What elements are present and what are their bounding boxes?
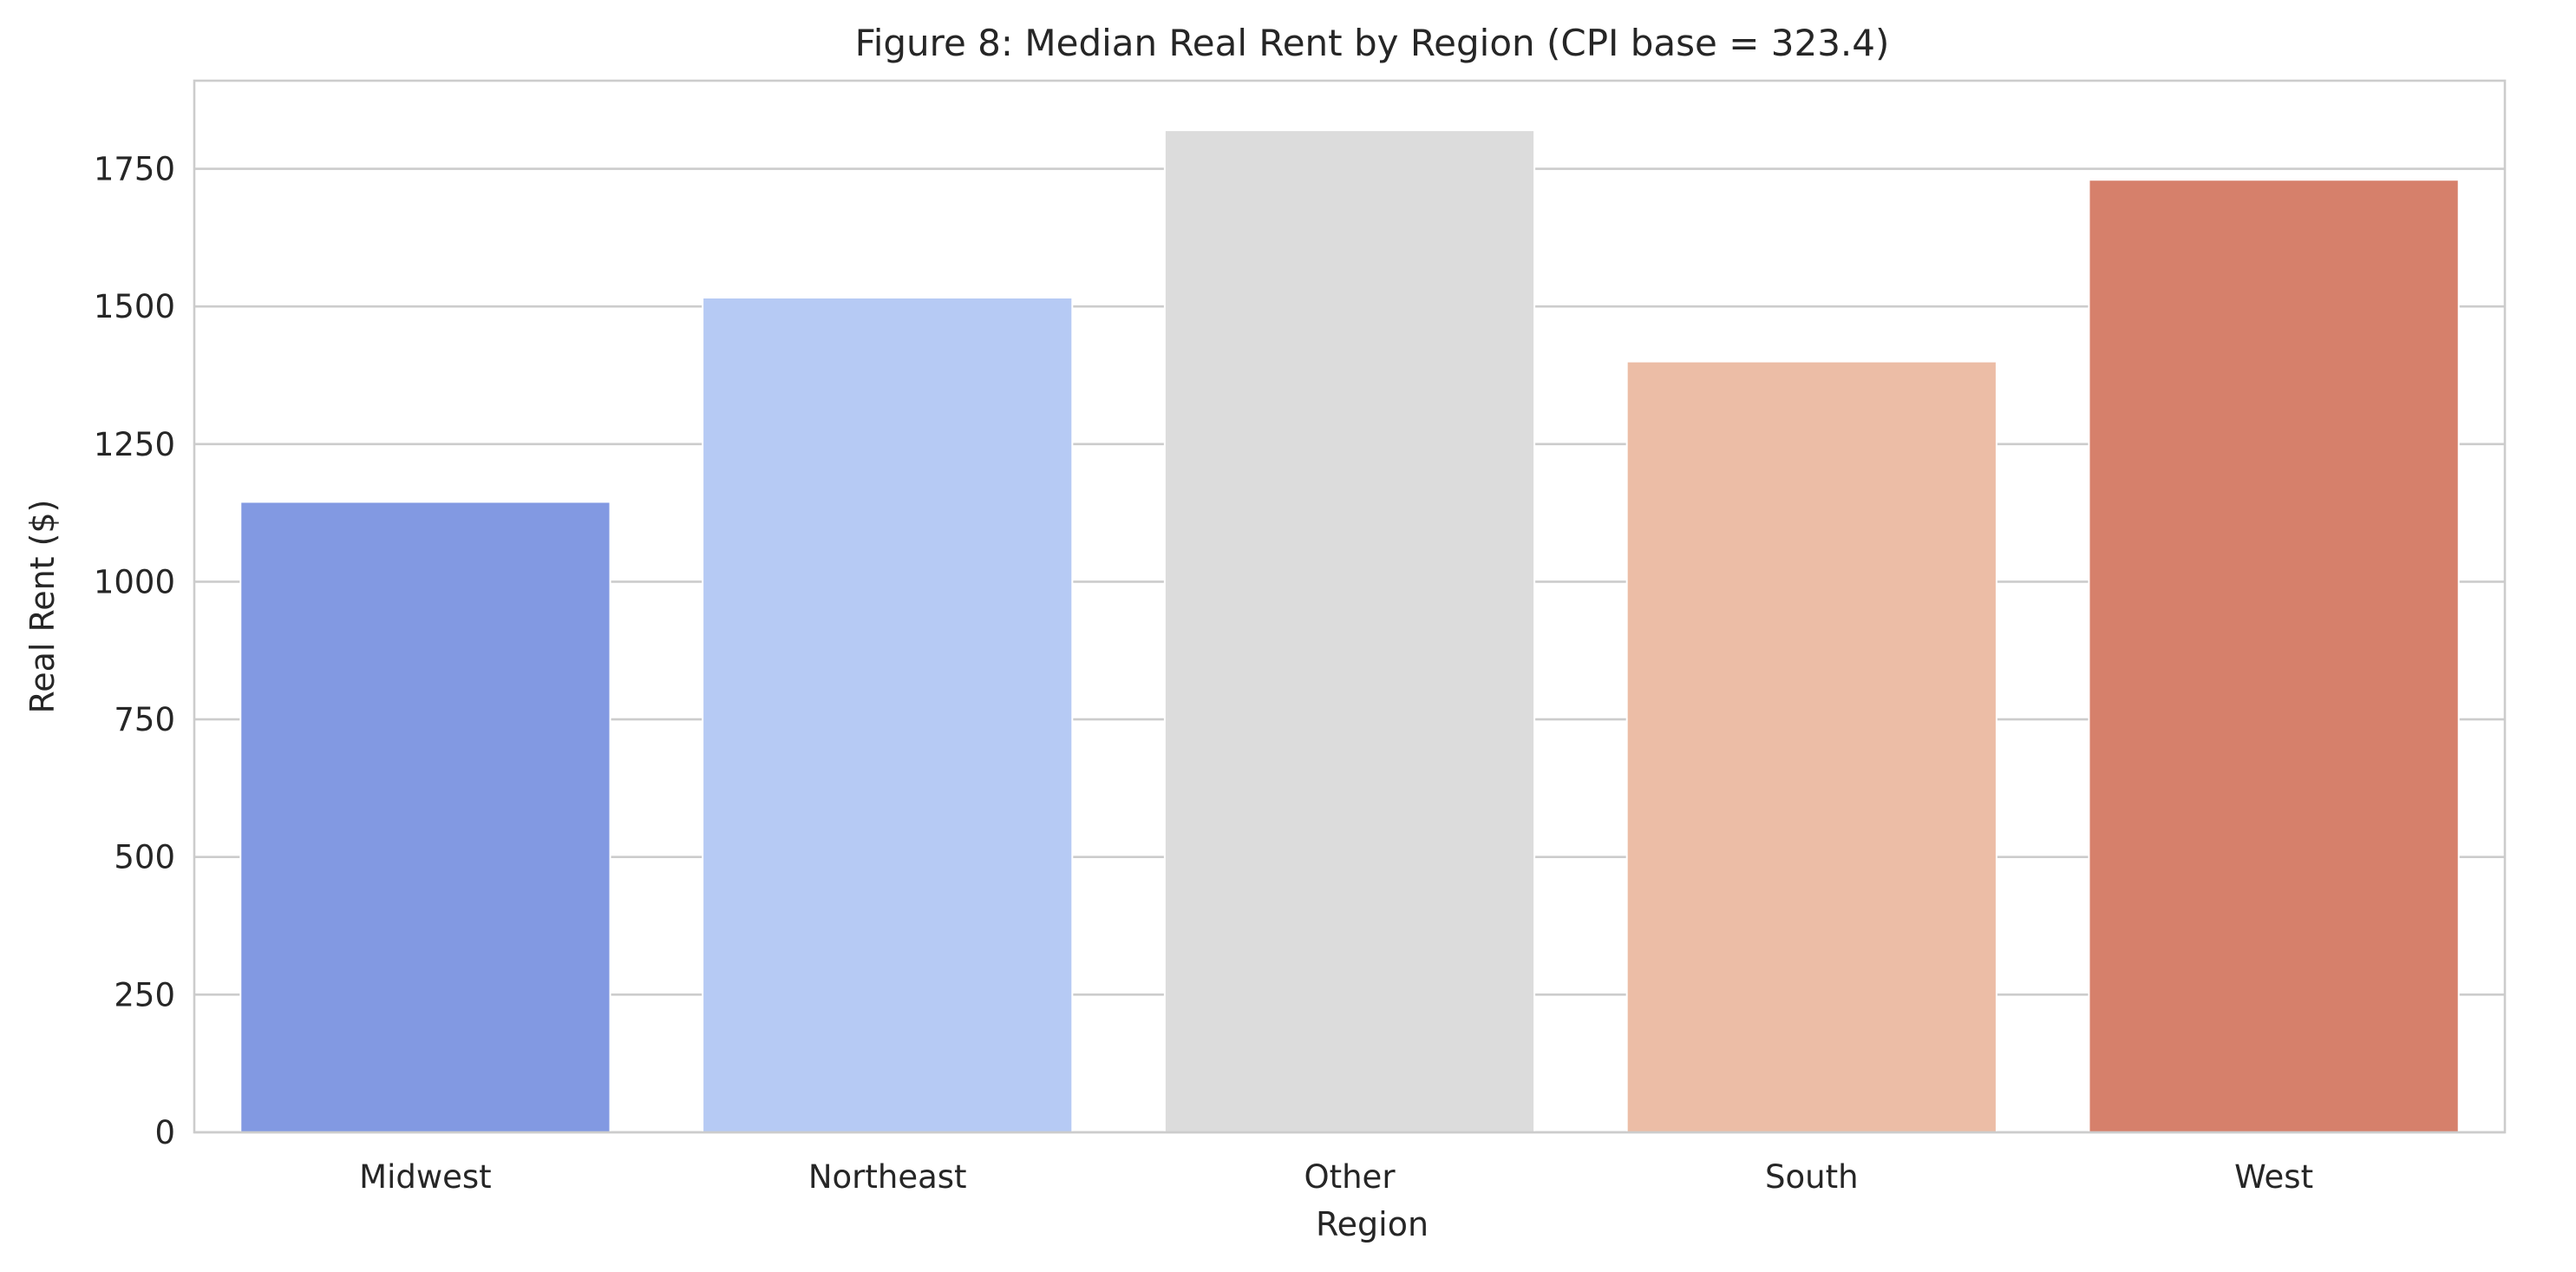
x-axis-label: Region: [1316, 1205, 1429, 1243]
y-tick-label: 1250: [94, 426, 175, 463]
y-tick-label: 0: [154, 1114, 175, 1151]
bar-northeast: [702, 297, 1074, 1133]
y-tick-label: 750: [114, 701, 175, 738]
x-tick-labels: Midwest Northeast Other South West: [359, 1158, 2313, 1196]
bars: [239, 129, 2460, 1134]
y-tick-label: 1000: [94, 563, 175, 600]
bar-west: [2088, 179, 2460, 1134]
x-tick-label: Northeast: [808, 1158, 967, 1196]
bar-other: [1163, 129, 1536, 1133]
x-tick-label: South: [1765, 1158, 1859, 1196]
x-tick-label: Other: [1304, 1158, 1396, 1196]
x-tick-label: West: [2234, 1158, 2313, 1196]
y-tick-label: 1500: [94, 288, 175, 325]
bar-midwest: [239, 501, 611, 1133]
plot-frame: [193, 79, 2507, 1134]
y-tick-label: 250: [114, 976, 175, 1013]
bar-south: [1625, 360, 1997, 1133]
chart-title: Figure 8: Median Real Rent by Region (CP…: [855, 22, 1890, 64]
y-axis-label: Real Rent ($): [23, 500, 62, 714]
y-tick-label: 500: [114, 839, 175, 876]
y-tick-label: 1750: [94, 151, 175, 188]
y-tick-labels: 0 250 500 750 1000 1250 1500 1750: [94, 151, 175, 1151]
x-tick-label: Midwest: [359, 1158, 492, 1196]
